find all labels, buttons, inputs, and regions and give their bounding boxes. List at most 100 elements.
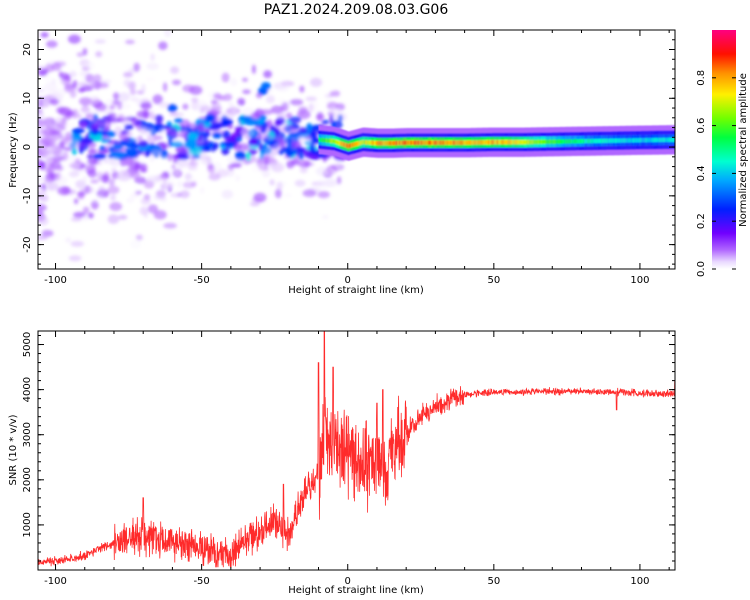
spectrogram-ridge-cell: [413, 140, 416, 145]
spectrogram-ridge-cell: [526, 139, 528, 145]
spectrogram-cell: [122, 158, 132, 166]
spectrogram-ridge-cell: [661, 137, 664, 143]
spectrogram-ridge-cell: [400, 140, 403, 146]
spectrogram-ridge-cell: [347, 143, 350, 149]
spectrogram-ridge-cell: [493, 140, 496, 145]
spectrogram-cell: [71, 109, 79, 119]
spectrogram-cell: [323, 169, 338, 176]
spectrogram-y-tick-label: 10: [22, 92, 33, 105]
spectrogram-ridge-cell: [558, 139, 561, 144]
spectrogram-cell: [85, 186, 94, 194]
spectrogram-ridge-cell: [426, 140, 429, 145]
spectrogram-cell: [138, 140, 149, 148]
spectrogram-cell: [56, 77, 64, 88]
spectrogram-cell: [208, 173, 221, 181]
spectrogram-cell: [112, 92, 120, 100]
spectrogram-ridge-cell: [533, 139, 536, 145]
spectrogram-ridge-cell: [490, 140, 493, 145]
spectrogram-cell: [87, 212, 94, 219]
spectrogram-cell: [221, 110, 235, 121]
spectrogram-ridge-cell: [439, 140, 442, 145]
spectrogram-cell: [70, 216, 82, 222]
spectrogram-ridge-cell: [637, 138, 639, 143]
spectrogram-ridge-cell: [375, 140, 378, 146]
spectrogram-ridge-cell: [588, 138, 591, 144]
spectrogram-ridge-cell: [631, 138, 634, 143]
spectrogram-cell: [162, 82, 168, 92]
spectrogram-ridge-cell: [629, 138, 632, 143]
spectrogram-ridge-cell: [651, 137, 654, 143]
spectrogram-ridge-cell: [451, 140, 454, 145]
spectrogram-cell: [150, 53, 155, 61]
spectrogram-cell: [90, 194, 104, 203]
spectrogram-ridge-cell: [438, 140, 441, 145]
spectrogram-cell: [72, 80, 78, 88]
spectrogram-ridge-cell: [531, 139, 534, 145]
spectrogram-cell: [133, 161, 141, 170]
spectrogram-y-ticks: -20 -10 0 10 20: [22, 29, 675, 265]
spectrogram-ridge-cell: [658, 137, 661, 143]
spectrogram-cell: [118, 111, 133, 121]
spectrogram-cell: [108, 154, 113, 159]
spectrogram-cell: [155, 194, 166, 200]
spectrogram-ridge-cell: [324, 138, 327, 143]
snr-x-tick-label: 100: [630, 576, 649, 587]
spectrogram-cell: [200, 186, 205, 195]
spectrogram-cell: [265, 95, 275, 104]
spectrogram-ridge-cell: [333, 139, 336, 144]
spectrogram-cell: [109, 202, 123, 211]
spectrogram-ridge-cell: [416, 140, 419, 145]
spectrogram-ridge-cell: [431, 140, 433, 145]
spectrogram-cell: [94, 102, 107, 112]
spectrogram-cell: [153, 210, 167, 220]
spectrogram-ridge-cell: [356, 141, 359, 146]
spectrogram-cell: [213, 93, 223, 100]
spectrogram-cell: [292, 148, 297, 155]
spectrogram-ridge-cell: [344, 142, 347, 148]
spectrogram-ridge-cell: [635, 138, 638, 143]
spectrogram-ridge-cell: [365, 140, 368, 145]
spectrogram-cell: [77, 81, 88, 88]
spectrogram-ridge-cell: [571, 139, 574, 144]
spectrogram-cell: [299, 85, 305, 93]
snr-series-line: [38, 331, 675, 568]
spectrogram-cell: [82, 215, 89, 222]
spectrogram-cell: [251, 64, 256, 75]
spectrogram-cell: [50, 78, 57, 85]
spectrogram-ridge-cell: [545, 139, 547, 144]
spectrogram-cell: [261, 169, 271, 178]
spectrogram-cell: [311, 106, 320, 114]
spectrogram-cell: [85, 113, 95, 119]
spectrogram-cell: [306, 122, 313, 133]
spectrogram-ridge-cell: [320, 137, 322, 143]
spectrogram-ridge-cell: [553, 139, 556, 144]
spectrogram-cell: [129, 171, 141, 179]
spectrogram-ridge-cell: [476, 140, 479, 145]
spectrogram-ridge-cell: [455, 140, 458, 145]
spectrogram-cell: [73, 211, 87, 218]
snr-y-tick-label: 3000: [22, 422, 33, 447]
spectrogram-ridge-cell: [600, 138, 603, 144]
spectrogram-ridge-cell: [618, 138, 620, 143]
spectrogram-ridge-cell: [561, 139, 563, 144]
spectrogram-frame: [37, 29, 676, 270]
spectrogram-cell: [251, 163, 264, 173]
spectrogram-cell: [234, 151, 246, 161]
spectrogram-y-tick-label: 0: [22, 144, 33, 150]
spectrogram-cell: [60, 131, 67, 136]
spectrogram-ridge-cell: [559, 139, 562, 144]
spectrogram-cell: [270, 105, 284, 114]
spectrogram-cell: [235, 174, 240, 182]
spectrogram-ridge-cell: [663, 137, 666, 143]
spectrogram-cell: [147, 204, 159, 214]
spectrogram-ridge-cell: [394, 140, 397, 146]
spectrogram-ridge-cell: [603, 138, 606, 143]
spectrogram-ridge-cell: [322, 138, 325, 143]
spectrogram-ridge-cell: [523, 140, 526, 145]
spectrogram-cell: [227, 167, 235, 177]
spectrogram-ridge-cell: [407, 140, 410, 145]
spectrogram-ridge-cell: [379, 141, 382, 146]
spectrogram-ridge-cell: [466, 140, 469, 145]
spectrogram-cell: [69, 155, 74, 162]
spectrogram-cell: [82, 101, 88, 108]
